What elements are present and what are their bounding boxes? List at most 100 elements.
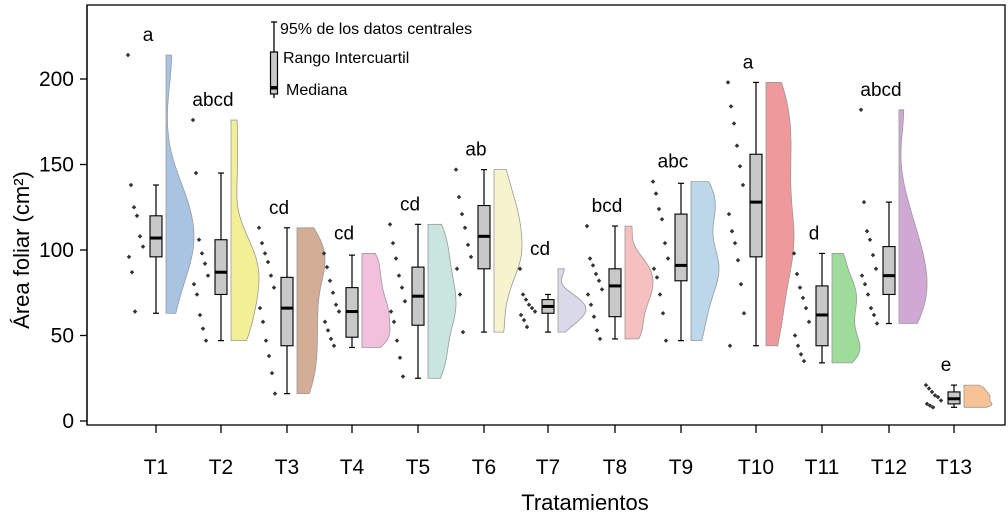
- data-point: [394, 338, 400, 343]
- data-point: [532, 309, 538, 314]
- data-point: [861, 199, 867, 205]
- data-point: [867, 237, 873, 243]
- data-point: [126, 254, 132, 260]
- x-tick-label: T6: [472, 456, 497, 479]
- box-iqr: [280, 276, 294, 347]
- data-point: [322, 319, 328, 325]
- data-point: [657, 292, 663, 297]
- data-point: [325, 328, 331, 333]
- data-point: [870, 252, 876, 258]
- box-iqr: [674, 213, 688, 282]
- data-point: [459, 211, 465, 217]
- data-point: [801, 358, 807, 364]
- data-point: [735, 257, 741, 263]
- box-iqr: [214, 239, 228, 296]
- density-cloud-t2: [230, 119, 260, 342]
- data-point: [923, 382, 929, 388]
- data-point: [269, 370, 275, 376]
- data-point: [203, 338, 209, 343]
- data-point: [726, 211, 732, 217]
- data-point: [263, 338, 269, 343]
- box-iqr: [882, 246, 896, 296]
- data-point: [193, 170, 199, 176]
- y-tick-label: 100: [39, 239, 74, 262]
- data-point: [935, 394, 941, 400]
- data-point: [397, 355, 403, 360]
- data-point: [391, 319, 397, 325]
- data-point: [388, 309, 394, 314]
- data-point: [588, 302, 594, 307]
- x-tick-label: T10: [738, 456, 774, 479]
- data-point: [272, 391, 278, 396]
- significance-letter: d: [809, 223, 820, 244]
- data-point: [938, 398, 944, 403]
- x-tick-label: T8: [603, 456, 628, 479]
- legend-median-swatch: [270, 86, 278, 90]
- data-point: [190, 117, 196, 123]
- data-point: [521, 317, 527, 323]
- data-point: [732, 240, 738, 246]
- data-point: [131, 204, 137, 210]
- data-point: [194, 292, 200, 297]
- boxplots: [149, 81, 961, 408]
- data-point: [653, 191, 659, 196]
- data-point: [591, 314, 597, 319]
- x-tick-label: T7: [536, 456, 561, 479]
- data-point: [468, 254, 474, 260]
- significance-letter: abcd: [860, 80, 901, 101]
- data-point: [129, 269, 135, 275]
- data-point: [328, 336, 334, 342]
- legend-box-label: Rango Intercuartil: [283, 50, 409, 67]
- significance-letter: abc: [658, 152, 689, 173]
- significance-letter: cd: [530, 239, 550, 260]
- data-point: [874, 321, 880, 326]
- box-iqr: [608, 268, 622, 318]
- density-cloud-t1: [165, 54, 195, 314]
- density-cloud-t10: [765, 81, 795, 347]
- data-point: [393, 256, 399, 261]
- data-point: [125, 52, 131, 58]
- data-point: [191, 281, 197, 287]
- x-tick-label: T1: [144, 456, 169, 479]
- data-point: [794, 271, 800, 277]
- x-tick-label: T11: [805, 456, 840, 479]
- x-axis: T1 T2 T3 T4 T5 T6 T7 T8 T9 T10 T11 T12 T13: [144, 425, 972, 479]
- data-point: [134, 213, 140, 219]
- data-point: [327, 278, 333, 284]
- legend-median-label: Mediana: [286, 82, 347, 99]
- data-point: [596, 278, 602, 284]
- data-point: [202, 261, 208, 266]
- data-point: [650, 179, 656, 184]
- data-point: [520, 292, 526, 297]
- significance-letter: cd: [334, 223, 354, 244]
- data-point: [529, 305, 535, 311]
- data-point: [656, 206, 662, 212]
- box-iqr: [749, 153, 763, 258]
- significance-letter: e: [941, 355, 952, 376]
- data-point: [740, 182, 746, 188]
- data-point: [593, 271, 599, 277]
- data-point: [256, 225, 262, 231]
- data-point: [454, 266, 460, 272]
- data-point: [330, 290, 336, 296]
- data-point: [336, 309, 342, 314]
- data-point: [396, 273, 402, 278]
- data-point: [728, 104, 734, 109]
- data-point: [585, 292, 591, 297]
- density-cloud-t8: [624, 225, 654, 340]
- data-point: [460, 329, 466, 335]
- density-cloud-t3: [296, 227, 326, 395]
- data-point: [927, 403, 933, 408]
- density-cloud-t7: [557, 268, 587, 333]
- density-cloud-t12: [898, 109, 928, 324]
- data-point: [862, 281, 868, 287]
- data-point: [737, 163, 743, 169]
- data-point: [729, 228, 735, 234]
- y-tick-label: 0: [62, 410, 74, 433]
- data-point: [197, 312, 203, 318]
- data-point: [594, 328, 600, 333]
- legend-whisker-label: 95% de los datos centrales: [280, 21, 472, 38]
- x-tick-label: T9: [669, 456, 694, 479]
- data-point: [741, 311, 747, 316]
